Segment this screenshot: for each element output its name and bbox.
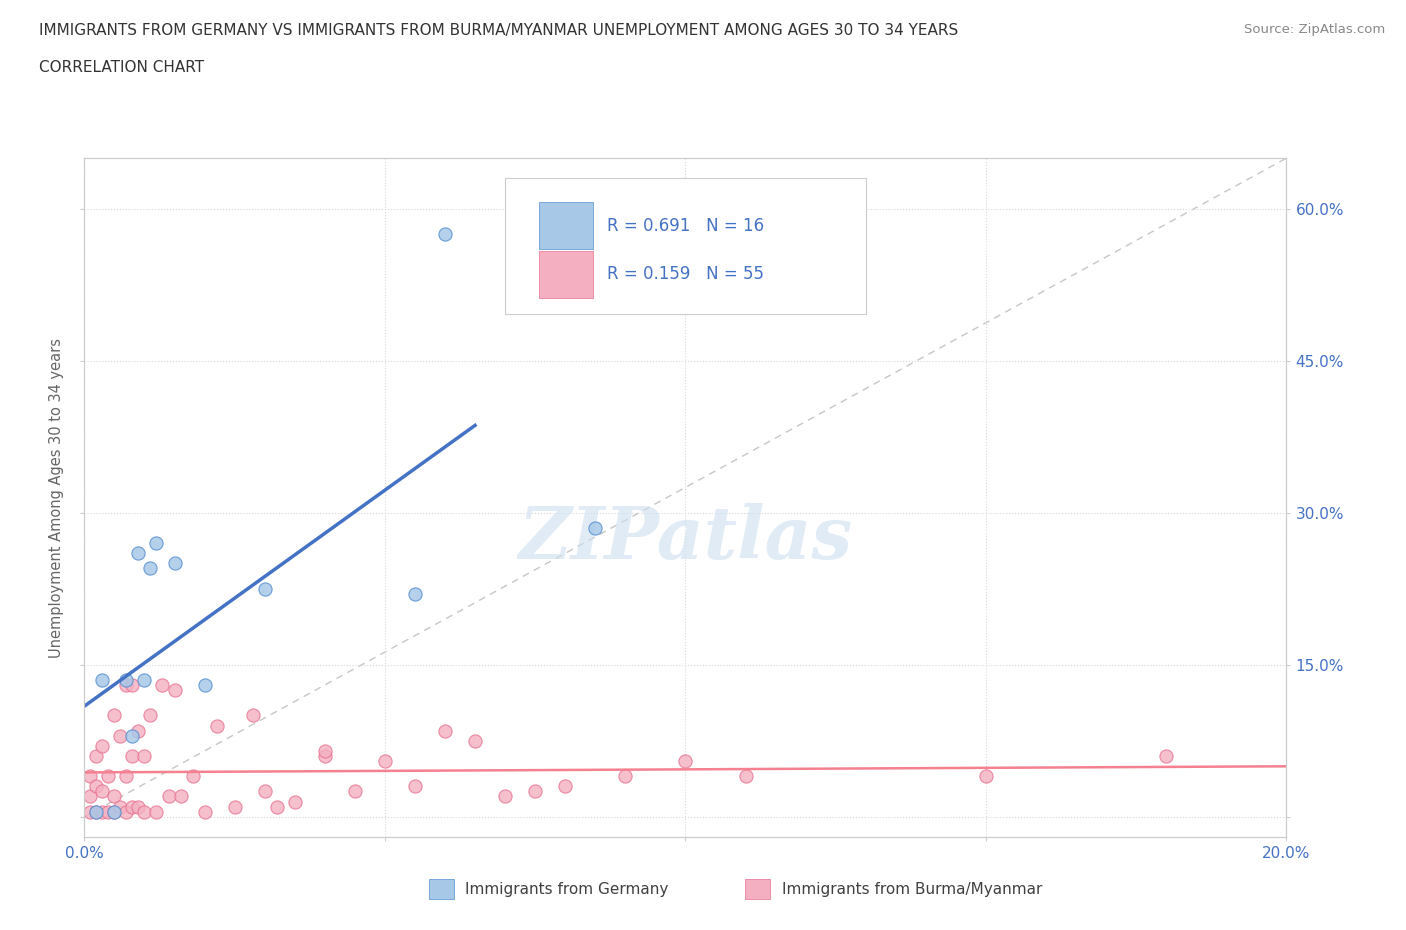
Point: [86, 779, 108, 794]
Point: [464, 733, 486, 748]
Text: CORRELATION CHART: CORRELATION CHART: [39, 60, 204, 75]
Point: [404, 779, 426, 794]
Point: [115, 804, 138, 819]
Bar: [745, 879, 770, 899]
Point: [115, 672, 138, 687]
Point: [79, 769, 101, 784]
Point: [163, 556, 186, 571]
Point: [79, 789, 101, 804]
Point: [205, 718, 228, 733]
Point: [139, 561, 162, 576]
Text: IMMIGRANTS FROM GERMANY VS IMMIGRANTS FROM BURMA/MYANMAR UNEMPLOYMENT AMONG AGES: IMMIGRANTS FROM GERMANY VS IMMIGRANTS FR…: [39, 23, 959, 38]
Point: [224, 799, 246, 814]
Point: [91, 804, 114, 819]
Y-axis label: Unemployment Among Ages 30 to 34 years: Unemployment Among Ages 30 to 34 years: [49, 338, 65, 658]
Point: [404, 587, 426, 602]
Point: [86, 749, 108, 764]
Point: [145, 804, 167, 819]
Point: [127, 546, 149, 561]
Point: [169, 789, 191, 804]
Point: [242, 708, 264, 723]
Point: [121, 728, 143, 743]
Point: [253, 784, 276, 799]
Point: [284, 794, 307, 809]
Point: [163, 683, 186, 698]
Point: [97, 804, 120, 819]
Point: [734, 769, 756, 784]
Point: [91, 672, 114, 687]
Point: [194, 678, 217, 693]
Point: [139, 708, 162, 723]
Point: [494, 789, 516, 804]
Point: [314, 749, 336, 764]
Point: [121, 678, 143, 693]
Point: [103, 708, 125, 723]
Point: [253, 581, 276, 596]
Point: [134, 804, 156, 819]
Point: [524, 784, 547, 799]
Point: [110, 799, 132, 814]
Point: [675, 753, 697, 768]
Point: [127, 799, 149, 814]
Point: [91, 784, 114, 799]
Point: [434, 227, 457, 242]
Point: [554, 779, 576, 794]
Point: [974, 769, 997, 784]
Text: Immigrants from Germany: Immigrants from Germany: [465, 882, 669, 897]
Point: [134, 749, 156, 764]
Point: [1156, 749, 1178, 764]
Point: [157, 789, 180, 804]
Point: [110, 728, 132, 743]
Point: [374, 753, 396, 768]
Point: [103, 789, 125, 804]
Point: [127, 724, 149, 738]
Point: [103, 804, 125, 819]
Bar: [538, 202, 593, 249]
Point: [91, 738, 114, 753]
Text: ZIPatlas: ZIPatlas: [519, 503, 852, 574]
Point: [152, 678, 174, 693]
Point: [583, 521, 606, 536]
FancyBboxPatch shape: [505, 179, 866, 314]
Point: [194, 804, 217, 819]
Text: Source: ZipAtlas.com: Source: ZipAtlas.com: [1244, 23, 1385, 36]
Point: [121, 749, 143, 764]
Point: [181, 769, 204, 784]
Text: R = 0.159   N = 55: R = 0.159 N = 55: [607, 265, 765, 284]
Point: [614, 769, 637, 784]
Bar: [429, 879, 454, 899]
Point: [86, 804, 108, 819]
Point: [314, 743, 336, 758]
Point: [121, 799, 143, 814]
Text: Immigrants from Burma/Myanmar: Immigrants from Burma/Myanmar: [782, 882, 1042, 897]
Point: [115, 678, 138, 693]
Point: [103, 804, 125, 819]
Point: [614, 211, 637, 226]
Bar: [538, 251, 593, 299]
Point: [97, 769, 120, 784]
Point: [79, 804, 101, 819]
Point: [434, 724, 457, 738]
Point: [115, 769, 138, 784]
Point: [343, 784, 366, 799]
Point: [145, 536, 167, 551]
Point: [266, 799, 288, 814]
Text: R = 0.691   N = 16: R = 0.691 N = 16: [607, 217, 765, 234]
Point: [86, 804, 108, 819]
Point: [134, 672, 156, 687]
